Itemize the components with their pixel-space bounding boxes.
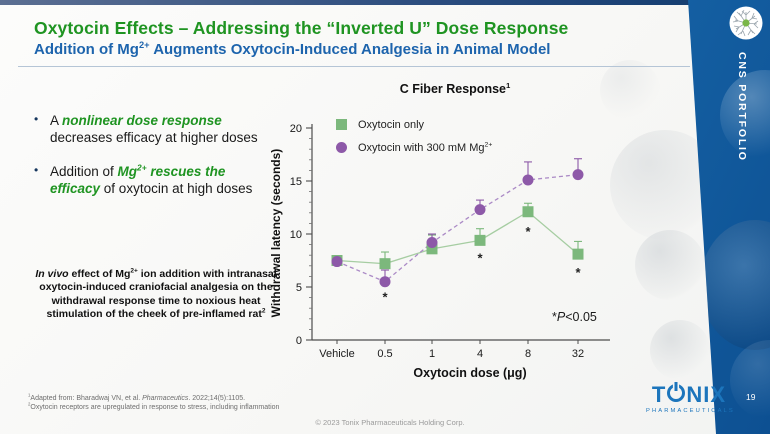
footnote-superscript: 1 — [28, 392, 31, 398]
svg-text:15: 15 — [290, 176, 302, 188]
annotation-p: P — [556, 310, 566, 324]
bullet-nonlinear-dose-response: A nonlinear dose response decreases effi… — [30, 112, 278, 147]
neuron-icon — [729, 6, 763, 40]
svg-text:0: 0 — [296, 335, 302, 347]
note-text: effect of Mg — [68, 268, 131, 280]
footnotes: 1Adapted from: Bharadwaj VN, et al. Phar… — [28, 392, 328, 413]
copyright-notice: © 2023 Tonix Pharmaceuticals Holding Cor… — [315, 418, 465, 427]
svg-text:1: 1 — [429, 348, 435, 360]
purple-circle-marker-icon — [336, 142, 347, 153]
annotation-star: * — [552, 310, 557, 324]
page-number: 19 — [746, 392, 756, 402]
bullet-mg-rescues-efficacy: Addition of Mg2+ rescues the efficacy of… — [30, 163, 278, 198]
svg-text:4: 4 — [477, 348, 483, 360]
bullet-list: A nonlinear dose response decreases effi… — [30, 112, 278, 213]
band-decoration — [730, 340, 770, 420]
green-square-marker-icon — [336, 119, 347, 130]
legend-label: Oxytocin only — [358, 118, 425, 131]
tonix-wordmark: T NIX — [646, 382, 732, 407]
pharmaceuticals-label: PHARMACEUTICALS — [646, 408, 735, 414]
note-italic: In vivo — [35, 268, 69, 280]
bullet-text: decreases efficacy at higher doses — [50, 130, 258, 146]
bullet-superscript: 2+ — [137, 162, 147, 173]
logo-text: T — [651, 382, 667, 407]
svg-text:*: * — [525, 224, 531, 239]
header-divider — [18, 66, 690, 67]
footnote-2: 2Oxytocin receptors are upregulated in r… — [28, 402, 328, 412]
top-accent-bar — [0, 0, 770, 5]
legend-label: Oxytocin with 300 mM Mg2+ — [358, 140, 493, 154]
annotation-value: <0.05 — [565, 310, 597, 324]
svg-text:5: 5 — [296, 282, 302, 294]
chart-plot: 0 5 10 15 20 Vehicle 0.5 1 4 8 32 * * * * — [290, 123, 610, 360]
chart-title: C Fiber Response1 — [330, 80, 580, 96]
legend-superscript: 2+ — [484, 140, 493, 148]
power-button-icon — [667, 382, 686, 402]
subtitle-text: Addition of Mg — [34, 41, 139, 58]
bullet-text: A — [50, 113, 63, 128]
cns-portfolio-label: CNS PORTFOLIO — [736, 52, 748, 162]
footnote-superscript: 2 — [28, 402, 31, 408]
footnote-text: Oxytocin receptors are upregulated in re… — [30, 404, 280, 412]
footnote-text: Adapted from: Bharadwaj VN, et al. — [30, 395, 143, 402]
slide-title: Oxytocin Effects – Addressing the “Inver… — [34, 18, 569, 38]
slide-subtitle: Addition of Mg2+ Augments Oxytocin-Induc… — [34, 40, 674, 58]
chart-title-superscript: 1 — [505, 80, 511, 90]
svg-text:*: * — [382, 290, 388, 305]
svg-text:*: * — [477, 250, 483, 265]
note-superscript: 2 — [261, 307, 266, 315]
svg-text:*: * — [575, 265, 581, 280]
bullet-emphasis: nonlinear dose response — [62, 113, 222, 128]
bullet-text: Addition of — [50, 163, 118, 179]
bullet-emphasis-text: Mg — [117, 163, 138, 179]
svg-text:0.5: 0.5 — [377, 348, 392, 360]
logo-text: NIX — [686, 382, 727, 407]
legend-item-oxytocin-only: Oxytocin only — [336, 113, 492, 136]
svg-text:10: 10 — [290, 229, 302, 241]
svg-text:32: 32 — [572, 348, 584, 360]
legend-label-text: Oxytocin with 300 mM Mg — [358, 141, 485, 154]
bullet-text: of oxytocin at high doses — [100, 180, 253, 196]
x-axis-label: Oxytocin dose (μg) — [413, 366, 527, 380]
significance-annotation: *P<0.05 — [552, 310, 632, 324]
svg-text:Vehicle: Vehicle — [319, 348, 354, 360]
band-decoration — [700, 220, 770, 350]
svg-text:8: 8 — [525, 348, 531, 360]
bullet-emphasis-text: rescues the efficacy — [50, 163, 226, 196]
study-description-note: In vivo effect of Mg2+ ion addition with… — [32, 268, 280, 322]
bullet-emphasis: Mg2+ rescues the efficacy — [50, 162, 226, 196]
subtitle-superscript: 2+ — [138, 40, 150, 50]
tonix-logo: T NIX PHARMACEUTICALS — [646, 382, 735, 414]
footnote-1: 1Adapted from: Bharadwaj VN, et al. Phar… — [28, 392, 328, 403]
footnote-journal: Pharmaceutics — [142, 395, 189, 402]
subtitle-text: Augments Oxytocin-Induced Analgesia in A… — [149, 41, 551, 58]
note-superscript: 2+ — [130, 267, 138, 275]
footnote-text: . 2022;14(5):1105. — [188, 395, 246, 402]
svg-text:20: 20 — [290, 123, 302, 135]
chart-legend: Oxytocin only Oxytocin with 300 mM Mg2+ — [336, 113, 492, 159]
note-text: ion addition with intranasal oxytocin-in… — [39, 268, 277, 321]
legend-item-oxytocin-mg: Oxytocin with 300 mM Mg2+ — [336, 136, 492, 159]
chart-title-text: C Fiber Response — [399, 82, 506, 96]
